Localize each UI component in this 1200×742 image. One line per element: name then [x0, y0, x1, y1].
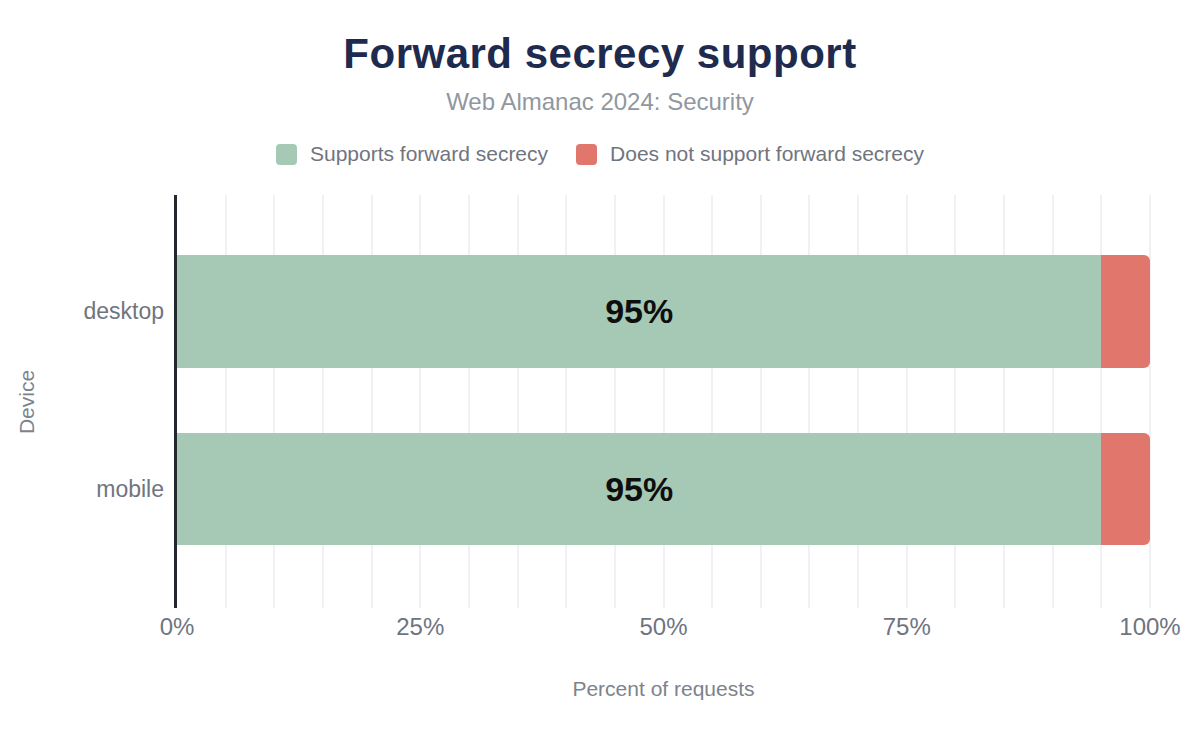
x-tick-label-75: 75% [883, 613, 931, 641]
x-tick-label-50: 50% [639, 613, 687, 641]
bar-segment-does-not-support-mobile[interactable] [1101, 433, 1150, 545]
bar-value-label-mobile: 95% [605, 470, 673, 509]
bar-segment-does-not-support-desktop[interactable] [1101, 255, 1150, 368]
bar-value-label-desktop: 95% [605, 292, 673, 331]
legend: Supports forward secrecy Does not support… [0, 142, 1200, 166]
bar-segment-supports-desktop[interactable]: 95% [177, 255, 1101, 368]
category-label-mobile: mobile [0, 433, 164, 545]
x-tick-label-0: 0% [160, 613, 195, 641]
legend-swatch-icon [576, 144, 597, 165]
legend-item-supports[interactable]: Supports forward secrecy [276, 142, 548, 166]
bar-segment-supports-mobile[interactable]: 95% [177, 433, 1101, 545]
bar-row-mobile: 95% [177, 433, 1150, 545]
y-axis-title: Device [15, 369, 39, 433]
forward-secrecy-chart: Forward secrecy support Web Almanac 2024… [0, 0, 1200, 742]
x-tick-label-25: 25% [396, 613, 444, 641]
bar-row-desktop: 95% [177, 255, 1150, 368]
category-label-desktop: desktop [0, 255, 164, 368]
chart-title: Forward secrecy support [0, 30, 1200, 78]
legend-swatch-icon [276, 144, 297, 165]
chart-subtitle: Web Almanac 2024: Security [0, 88, 1200, 116]
x-tick-label-100: 100% [1119, 613, 1180, 641]
legend-item-does-not-support[interactable]: Does not support forward secrecy [576, 142, 924, 166]
x-axis-title: Percent of requests [177, 677, 1150, 701]
legend-label: Supports forward secrecy [310, 142, 548, 166]
plot-area: 95% 95% [177, 195, 1150, 608]
legend-label: Does not support forward secrecy [610, 142, 924, 166]
